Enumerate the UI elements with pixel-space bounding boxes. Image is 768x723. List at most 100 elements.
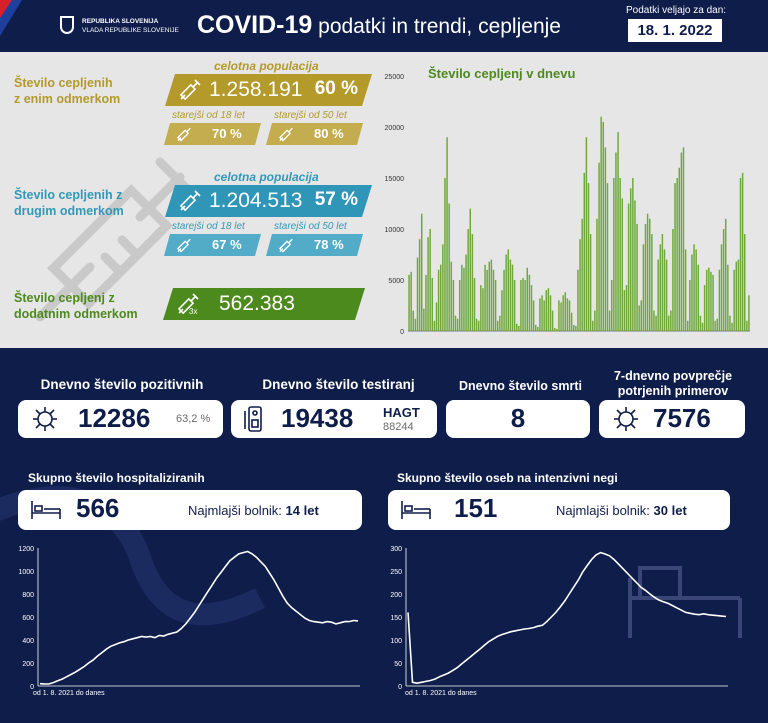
bar	[596, 218, 598, 331]
bar	[575, 325, 577, 331]
y-tick-label: 150	[390, 615, 402, 622]
bar	[724, 218, 727, 331]
first-dose-pct: 60 %	[314, 78, 358, 99]
positive-card: 12286 63,2 %	[18, 400, 223, 438]
y-tick-label: 200	[22, 661, 34, 668]
bar	[695, 249, 697, 331]
bar	[678, 167, 681, 331]
background-bed-decoration	[628, 566, 742, 638]
icu-title: Skupno število oseb na intenzivni negi	[397, 471, 618, 485]
bar	[444, 178, 446, 331]
second-dose-sub1-box: 67 %	[164, 234, 261, 256]
bar	[433, 320, 436, 331]
bar	[676, 178, 678, 331]
bar	[496, 320, 499, 331]
bar	[560, 302, 562, 331]
bar	[651, 234, 653, 331]
booster-total: 562.383	[219, 292, 295, 315]
icu-youngest: Najmlajši bolnik: 30 let	[556, 503, 687, 518]
second-dose-sub2-label: starejši od 50 let	[274, 221, 347, 232]
y-tick-label: 100	[390, 638, 402, 645]
bar	[621, 198, 624, 331]
bar	[691, 254, 693, 331]
bar	[600, 116, 602, 331]
bar	[480, 285, 482, 331]
bar	[528, 274, 531, 331]
bar	[541, 295, 543, 331]
bar	[739, 178, 742, 331]
syringe-icon	[278, 126, 295, 142]
bar	[450, 261, 453, 331]
bar	[594, 310, 596, 331]
bar	[587, 183, 590, 331]
y-tick-label: 5000	[388, 278, 404, 285]
syringe-icon	[179, 79, 201, 101]
bar	[431, 277, 434, 331]
series-line	[39, 550, 359, 685]
avg-title: 7-dnevno povprečje potrjenih primerov	[598, 369, 748, 399]
y-tick-label: 400	[22, 638, 34, 645]
booster-label-line2: dodatnim odmerkom	[14, 307, 138, 321]
bar	[499, 315, 501, 331]
bar	[653, 310, 655, 331]
booster-label: Število cepljenj z dodatnim odmerkom	[14, 290, 138, 322]
bar	[585, 137, 588, 331]
bar	[746, 320, 748, 331]
vaccination-panel: Število cepljenih z enim odmerkom celotn…	[0, 52, 768, 348]
bar	[503, 269, 505, 331]
bar	[623, 290, 626, 331]
bar	[655, 315, 657, 331]
bar	[632, 178, 634, 331]
bar	[543, 300, 545, 331]
bar	[625, 285, 628, 331]
bar	[642, 244, 645, 331]
bar	[530, 285, 533, 331]
bar	[414, 318, 417, 331]
second-dose-sub1-pct: 67 %	[212, 237, 242, 252]
bar	[722, 229, 725, 331]
icu-youngest-label: Najmlajši bolnik:	[556, 503, 654, 518]
bar	[539, 298, 541, 331]
tested-card: 19438 HAGT 88244	[231, 400, 437, 438]
bar	[558, 300, 560, 331]
bar	[475, 318, 478, 331]
bar	[568, 300, 571, 331]
bar	[524, 280, 526, 331]
bar	[708, 267, 710, 331]
coat-of-arms-icon	[60, 16, 74, 34]
bar	[705, 269, 708, 331]
y-tick-label: 10000	[385, 227, 405, 234]
y-tick-label: 200	[390, 592, 402, 599]
tested-title: Dnevno število testiranj	[262, 377, 415, 392]
bar	[697, 264, 700, 331]
bar	[735, 261, 738, 331]
bar	[608, 310, 611, 331]
bar	[477, 320, 480, 331]
y-tick-label: 1200	[18, 546, 34, 553]
first-dose-sub1-label: starejši od 18 let	[172, 110, 245, 121]
bar	[461, 264, 463, 331]
bar	[509, 259, 512, 331]
bar	[501, 290, 503, 331]
bar	[484, 264, 486, 331]
bar	[488, 261, 491, 331]
bar	[458, 280, 461, 331]
page-title: COVID-19 podatki in trendi, cepljenje	[197, 11, 561, 40]
booster-total-box: 3x 562.383	[163, 288, 365, 320]
bar	[473, 277, 476, 331]
bar	[515, 323, 518, 331]
bar	[511, 264, 514, 331]
y-tick-label: 25000	[385, 74, 405, 81]
test-kit-icon	[244, 406, 262, 432]
avg-value: 7576	[653, 403, 711, 433]
bar	[638, 305, 640, 331]
bar	[619, 178, 621, 331]
syringe-icon	[176, 126, 193, 142]
bar	[693, 244, 695, 331]
y-tick-label: 0	[398, 684, 402, 691]
second-dose-sub1-label: starejši od 18 let	[172, 221, 245, 232]
bar	[454, 315, 457, 331]
bar	[667, 315, 670, 331]
second-dose-total: 1.204.513	[209, 189, 303, 212]
title-bold: COVID-19	[197, 11, 313, 39]
